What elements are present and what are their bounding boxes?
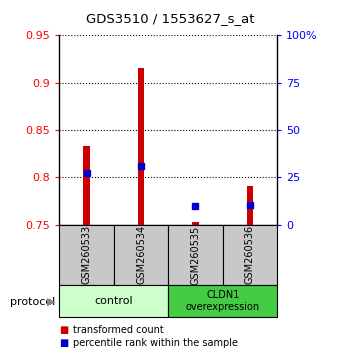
Text: GSM260533: GSM260533 — [82, 225, 92, 285]
Bar — [59, 225, 114, 285]
Text: GSM260536: GSM260536 — [245, 225, 255, 285]
Bar — [59, 285, 168, 317]
Text: GSM260534: GSM260534 — [136, 225, 146, 285]
Text: control: control — [95, 296, 133, 306]
Text: transformed count: transformed count — [73, 325, 164, 335]
Bar — [114, 225, 168, 285]
Bar — [138, 68, 144, 225]
Text: CLDN1
overexpression: CLDN1 overexpression — [186, 290, 260, 312]
Text: ■: ■ — [59, 338, 69, 348]
Bar — [168, 285, 277, 317]
Text: GDS3510 / 1553627_s_at: GDS3510 / 1553627_s_at — [86, 12, 254, 25]
Text: percentile rank within the sample: percentile rank within the sample — [73, 338, 238, 348]
Text: ■: ■ — [59, 325, 69, 335]
Text: ▶: ▶ — [47, 297, 55, 307]
Bar — [83, 146, 90, 225]
Bar — [246, 186, 253, 225]
Bar — [168, 225, 223, 285]
Bar — [223, 225, 277, 285]
Text: protocol: protocol — [10, 297, 55, 307]
Bar — [192, 222, 199, 225]
Text: GSM260535: GSM260535 — [190, 225, 201, 285]
